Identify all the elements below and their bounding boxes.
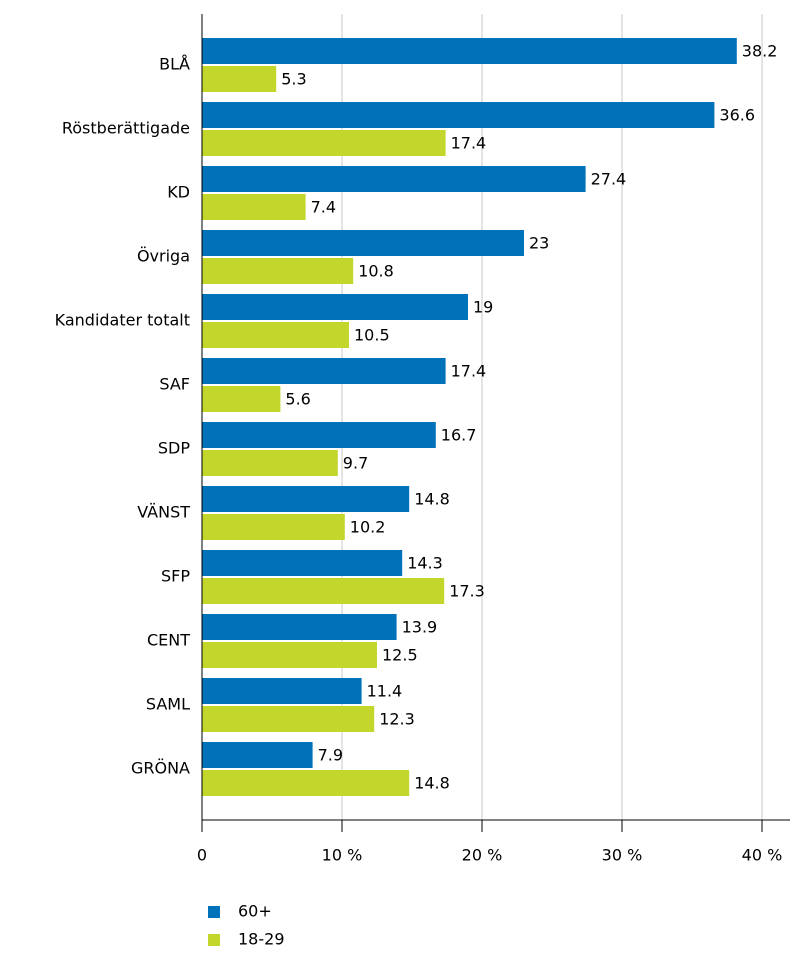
data-label: 14.8 (414, 490, 450, 509)
data-label: 19 (473, 298, 493, 317)
legend-swatch (208, 906, 220, 918)
x-tick-label: 40 % (742, 846, 783, 865)
data-label: 10.5 (354, 326, 390, 345)
x-tick-label: 10 % (322, 846, 363, 865)
bar (202, 358, 446, 384)
data-label: 13.9 (402, 618, 438, 637)
bar (202, 66, 277, 92)
bar (202, 38, 737, 64)
data-label: 17.4 (451, 362, 487, 381)
data-label: 17.3 (449, 582, 485, 601)
y-tick-label: SFP (161, 567, 190, 586)
bar (202, 706, 375, 732)
bar (202, 614, 397, 640)
data-label: 5.3 (281, 70, 306, 89)
legend-label: 60+ (238, 902, 272, 921)
data-label: 17.4 (451, 134, 487, 153)
bar (202, 102, 715, 128)
y-tick-label: Övriga (137, 247, 190, 266)
bar (202, 742, 313, 768)
data-label: 14.3 (407, 554, 443, 573)
bar (202, 550, 403, 576)
y-tick-label: KD (167, 183, 190, 202)
y-tick-label: Röstberättigade (62, 119, 190, 138)
x-tick-label: 20 % (462, 846, 503, 865)
bar (202, 770, 410, 796)
data-label: 38.2 (742, 42, 778, 61)
x-tick-label: 30 % (602, 846, 643, 865)
bar (202, 258, 354, 284)
data-label: 12.5 (382, 646, 418, 665)
data-label: 10.8 (358, 262, 394, 281)
bar (202, 514, 345, 540)
y-tick-label: VÄNST (137, 503, 190, 522)
data-label: 16.7 (441, 426, 477, 445)
data-label: 14.8 (414, 774, 450, 793)
legend-swatch (208, 934, 220, 946)
x-tick-label: 0 (197, 846, 207, 865)
data-label: 11.4 (367, 682, 403, 701)
data-label: 36.6 (719, 106, 755, 125)
bar (202, 486, 410, 512)
data-label: 12.3 (379, 710, 415, 729)
y-tick-label: SAF (159, 375, 190, 394)
y-tick-label: GRÖNA (131, 759, 190, 778)
y-tick-label: SAML (146, 695, 190, 714)
bar (202, 386, 281, 412)
data-label: 27.4 (591, 170, 627, 189)
bar (202, 642, 377, 668)
bar (202, 450, 338, 476)
y-tick-label: BLÅ (159, 55, 190, 74)
bar (202, 322, 349, 348)
y-tick-label: CENT (147, 631, 190, 650)
legend-label: 18-29 (238, 930, 285, 949)
data-label: 5.6 (285, 390, 310, 409)
bar (202, 230, 524, 256)
bar (202, 294, 468, 320)
data-label: 7.4 (311, 198, 336, 217)
data-label: 7.9 (318, 746, 343, 765)
data-label: 10.2 (350, 518, 386, 537)
bar (202, 194, 306, 220)
y-tick-label: Kandidater totalt (55, 311, 190, 330)
bar (202, 166, 586, 192)
bar (202, 578, 445, 604)
bar (202, 422, 436, 448)
bar (202, 130, 446, 156)
y-tick-label: SDP (158, 439, 190, 458)
data-label: 9.7 (343, 454, 368, 473)
bar (202, 678, 362, 704)
data-label: 23 (529, 234, 549, 253)
